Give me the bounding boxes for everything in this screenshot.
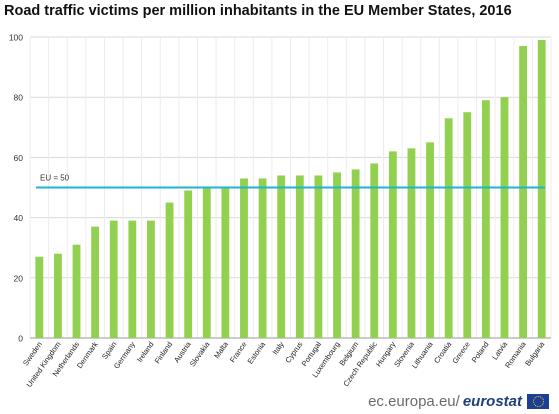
x-tick-label: Spain <box>100 340 118 361</box>
footer-brand: eurostat <box>462 393 522 410</box>
bars <box>35 40 546 339</box>
bar <box>35 256 44 338</box>
bar <box>444 118 453 339</box>
bar <box>165 202 174 338</box>
y-tick-label: 80 <box>14 93 24 103</box>
y-tick-label: 100 <box>9 33 23 43</box>
chart-title: Road traffic victims per million inhabit… <box>4 3 512 19</box>
bar <box>388 151 397 338</box>
bar <box>426 142 434 338</box>
bar <box>500 97 509 338</box>
bar <box>221 187 230 338</box>
bar <box>481 100 490 339</box>
bar <box>91 226 100 338</box>
bar <box>277 175 286 338</box>
x-tick-label: Poland <box>470 340 491 364</box>
bar <box>463 112 472 338</box>
y-tick-label: 60 <box>14 153 24 163</box>
bar <box>333 172 341 338</box>
y-tick-label: 20 <box>14 273 24 283</box>
eu-reference: EU = 50 <box>36 174 545 189</box>
y-tick-label: 0 <box>18 334 23 344</box>
bar <box>54 253 62 338</box>
bar <box>370 163 379 338</box>
footer-domain: ec.europa.eu/ <box>368 393 460 410</box>
bar <box>351 169 360 338</box>
bar <box>240 178 248 338</box>
x-tick-label: Estonia <box>245 339 267 365</box>
bar <box>128 220 137 338</box>
bar <box>72 244 81 338</box>
x-tick-label: Slovakia <box>188 339 212 368</box>
x-tick-label: Malta <box>212 339 230 360</box>
eu-flag-icon <box>527 394 549 409</box>
y-tick-label: 40 <box>14 213 24 223</box>
x-tick-label: Greece <box>450 340 471 365</box>
x-tick-label: Finland <box>153 340 174 365</box>
bar <box>295 175 304 338</box>
bar <box>407 148 416 338</box>
x-tick-label: Italy <box>271 340 286 357</box>
bar <box>519 46 527 338</box>
eu-average-label: EU = 50 <box>40 174 70 183</box>
bar <box>184 190 193 338</box>
x-tick-label: Bulgaria <box>523 339 547 367</box>
bar <box>314 175 323 338</box>
bar <box>537 40 546 338</box>
bar <box>258 178 267 338</box>
bar <box>202 187 211 338</box>
footer-source: ec.europa.eu/ eurostat <box>368 393 549 410</box>
bar <box>147 220 155 338</box>
bar <box>109 220 118 338</box>
